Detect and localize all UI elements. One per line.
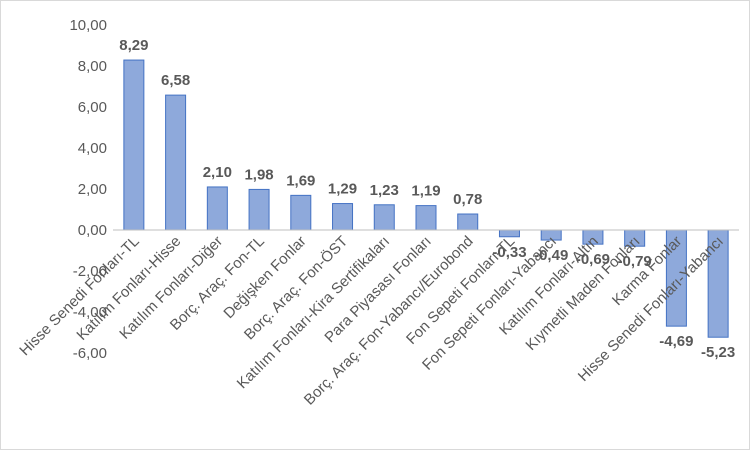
data-label: 0,78 bbox=[453, 191, 482, 208]
data-label: -0,69 bbox=[576, 251, 610, 268]
data-label: -0,49 bbox=[534, 247, 568, 264]
bar bbox=[457, 213, 479, 231]
data-label: 1,29 bbox=[328, 181, 357, 198]
bar bbox=[373, 204, 395, 231]
bar bbox=[415, 205, 437, 231]
y-tick-label: 6,00 bbox=[78, 99, 107, 116]
data-label: 1,69 bbox=[286, 172, 315, 189]
data-label: -5,23 bbox=[701, 344, 735, 361]
y-tick-label: 0,00 bbox=[78, 222, 107, 239]
bar bbox=[248, 188, 270, 231]
y-axis-tick-labels: 10,00 8,00 6,00 4,00 2,00 0,00 -2,00 -4,00 -6,00 bbox=[69, 17, 107, 362]
category-label: Katılım Fonları-Kira Sertifikaları bbox=[234, 233, 393, 392]
data-label: 1,19 bbox=[411, 183, 440, 200]
y-tick-label: 8,00 bbox=[78, 58, 107, 75]
data-label: -0,79 bbox=[618, 253, 652, 270]
bar bbox=[206, 186, 228, 231]
data-label: -4,69 bbox=[659, 333, 693, 350]
data-label: 1,98 bbox=[244, 166, 273, 183]
data-label: 1,23 bbox=[370, 182, 399, 199]
y-tick-label: -6,00 bbox=[73, 345, 107, 362]
bar-series bbox=[123, 59, 729, 338]
y-tick-label: 4,00 bbox=[78, 140, 107, 157]
y-tick-label: 10,00 bbox=[69, 17, 107, 34]
data-label: 8,29 bbox=[119, 37, 148, 54]
bar bbox=[332, 203, 354, 231]
bar bbox=[123, 59, 145, 231]
y-tick-label: 2,00 bbox=[78, 181, 107, 198]
bar bbox=[290, 194, 312, 231]
bar bbox=[165, 94, 187, 231]
y-tick-label: -2,00 bbox=[73, 263, 107, 280]
data-labels: 8,29 6,58 2,10 1,98 1,69 1,29 1,23 1,19 0,78 -0,3… bbox=[119, 37, 735, 361]
data-label: 2,10 bbox=[203, 164, 232, 181]
data-label: 6,58 bbox=[161, 72, 190, 89]
y-tick-label: -4,00 bbox=[73, 304, 107, 321]
data-label: -0,33 bbox=[492, 244, 526, 261]
